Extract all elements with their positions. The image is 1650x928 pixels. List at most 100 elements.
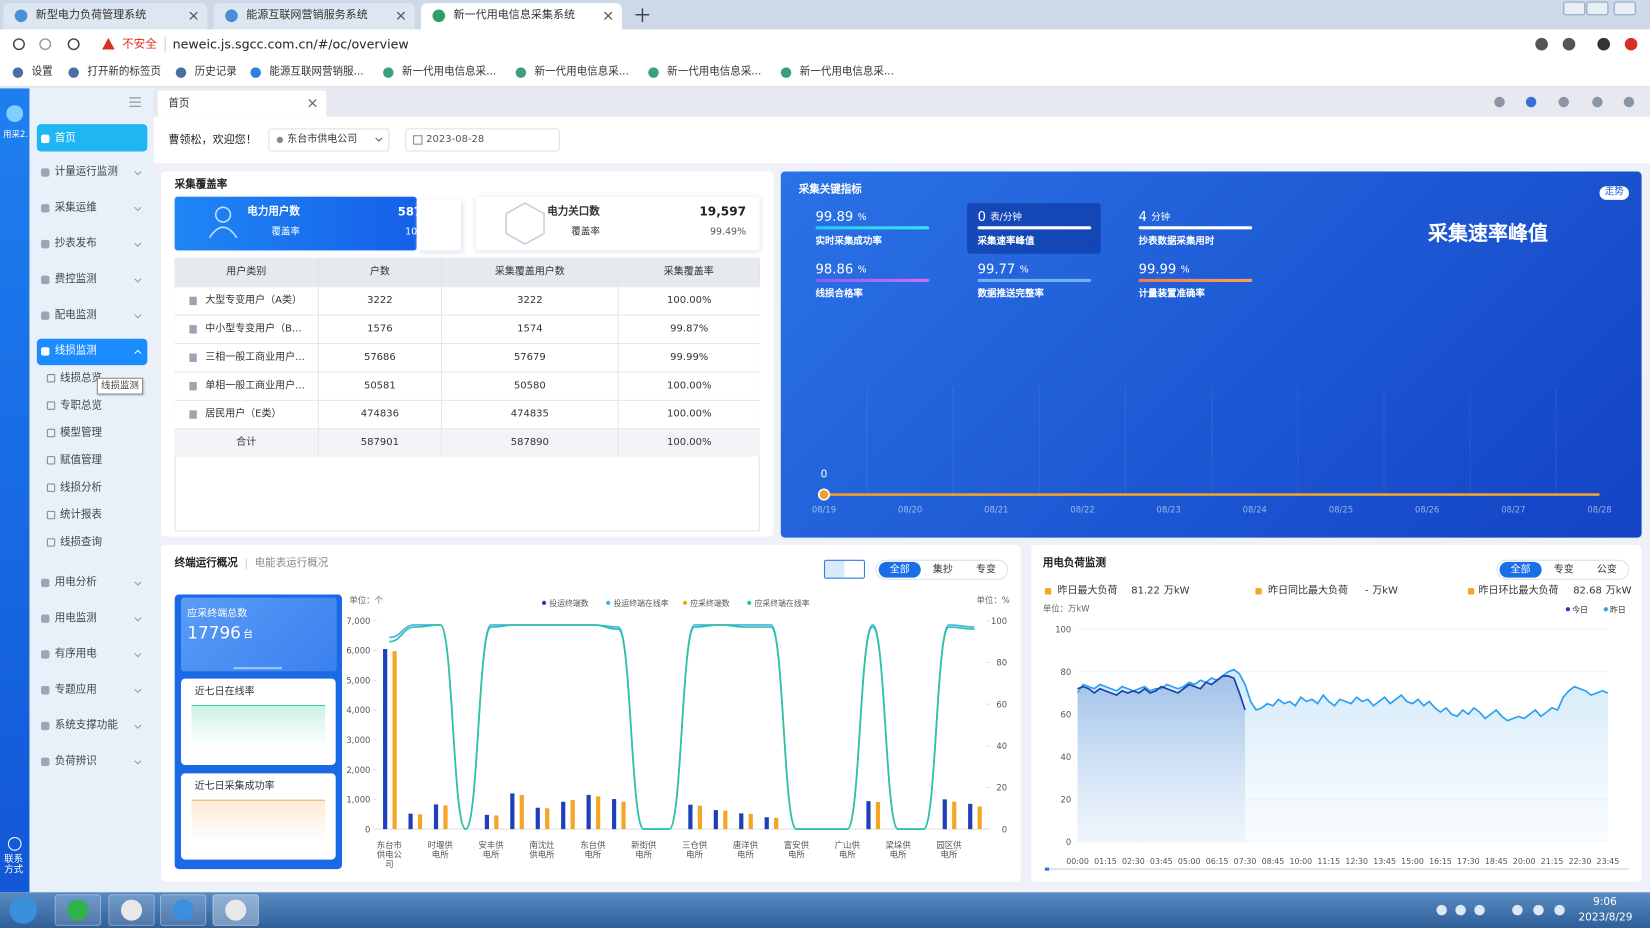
x-tick-label: 新街供电所	[629, 841, 658, 860]
submenu-item[interactable]: 统计报表	[60, 508, 102, 523]
filter-button[interactable]: 专变	[965, 562, 1007, 578]
filter-button[interactable]: 全部	[1500, 562, 1542, 578]
clock-time: 9:06	[1593, 895, 1617, 910]
table-cell: 50580	[442, 371, 619, 399]
card-value: 19,597	[699, 204, 746, 219]
filter-button[interactable]: 集抄	[922, 562, 964, 578]
card-rate: 100.00%	[405, 225, 417, 240]
card-sub: 覆盖率	[271, 225, 299, 240]
date: 2023-08-28	[426, 133, 484, 148]
stat-label: 昨日环比最大负荷	[1478, 584, 1558, 599]
table-cell: 474836	[319, 400, 442, 428]
submenu-item[interactable]: 线损总览	[60, 371, 102, 386]
bookmark[interactable]: 新一代用电信息采...	[535, 65, 629, 80]
filter-button[interactable]: 公变	[1586, 562, 1628, 578]
security-label: 不安全	[122, 37, 157, 52]
menu-item[interactable]: 计量运行监测	[55, 165, 118, 180]
bookmark[interactable]: 打开新的标签页	[87, 65, 161, 80]
taskbar-app[interactable]	[160, 894, 206, 926]
contact[interactable]: 联系方式	[4, 854, 25, 886]
table-cell: 3222	[442, 286, 619, 314]
bookmark[interactable]: 设置	[32, 65, 53, 80]
mini-card-title: 近七日在线率	[195, 685, 255, 700]
x-tick-label: 东台市供电公司	[375, 841, 404, 869]
stat-value: 82.68	[1573, 584, 1602, 599]
x-tick-label: 园区供电所	[934, 841, 963, 860]
table-cell: 3222	[319, 286, 442, 314]
table-cell: 100.00%	[619, 371, 760, 399]
card-label: 电力关口数	[547, 205, 600, 220]
org: 东台市供电公司	[287, 133, 357, 148]
trend-badge[interactable]: 走势	[1599, 186, 1628, 200]
table-cell: 100.00%	[619, 400, 760, 428]
submenu-item[interactable]: 模型管理	[60, 426, 102, 441]
tooltip: 线损监测	[97, 378, 143, 395]
taskbar-app[interactable]	[213, 894, 259, 926]
card-sub: 覆盖率	[571, 225, 599, 240]
panel-title: 采集覆盖率	[175, 178, 228, 193]
menu-item[interactable]: 有序用电	[55, 647, 97, 662]
filter-button[interactable]: 全部	[879, 562, 921, 578]
stat-unit: 万kW	[1164, 584, 1190, 599]
table-cell: 57679	[442, 343, 619, 371]
filter-button[interactable]: 专变	[1543, 562, 1585, 578]
submenu-item[interactable]: 线损查询	[60, 536, 102, 551]
view-toggle[interactable]	[824, 560, 865, 579]
bookmark[interactable]: 历史记录	[195, 65, 237, 80]
card-shadow	[417, 200, 461, 251]
greeting: 曹领松，欢迎您！	[168, 133, 256, 148]
indicator-unit: %	[1020, 263, 1029, 278]
page-tab-title: 首页	[168, 97, 189, 112]
menu-item[interactable]: 首页	[55, 132, 76, 147]
menu-item[interactable]: 用电分析	[55, 576, 97, 591]
mini-trend	[192, 705, 326, 747]
table-cell: 合计	[175, 428, 319, 456]
menu-item[interactable]: 配电监测	[55, 308, 97, 323]
taskbar-app[interactable]	[55, 894, 101, 926]
table-header-cell: 采集覆盖率	[619, 258, 760, 286]
menu-item[interactable]: 采集运维	[55, 201, 97, 216]
table-cell: 57686	[319, 343, 442, 371]
indicator-value: 99.77	[978, 262, 1016, 277]
menu-active	[37, 124, 147, 151]
menu-item[interactable]: 系统支撑功能	[55, 719, 118, 734]
indicator-label: 数据推送完整率	[978, 287, 1044, 302]
bookmark[interactable]: 能源互联网营销服...	[269, 65, 363, 80]
tab-title: 新一代用电信息采集系统	[454, 7, 576, 22]
sidebar-strip	[0, 88, 29, 892]
menu-item[interactable]: 抄表发布	[55, 237, 97, 252]
indicator-unit: 分钟	[1151, 210, 1170, 225]
bookmark[interactable]: 新一代用电信息采...	[667, 65, 761, 80]
taskbar-app[interactable]	[108, 894, 154, 926]
panel-tab[interactable]: 电能表运行概况	[255, 557, 329, 572]
summary-value: 17796	[187, 623, 241, 644]
card-rate: 99.49%	[710, 225, 746, 240]
indicator-bar	[1139, 226, 1253, 229]
table-cell: 单相一般工商业用户...	[205, 371, 319, 399]
panel-title: 用电负荷监测	[1043, 557, 1106, 572]
indicator-bar	[1139, 279, 1253, 282]
mini-trend	[192, 800, 326, 842]
bookmark[interactable]: 新一代用电信息采...	[800, 65, 894, 80]
submenu-item[interactable]: 专职总览	[60, 399, 102, 414]
menu-item[interactable]: 费控监测	[55, 273, 97, 288]
panel-tab[interactable]: 终端运行概况	[175, 557, 238, 572]
table-cell: 99.99%	[619, 343, 760, 371]
menu-item[interactable]: 用电监测	[55, 611, 97, 626]
indicator-label: 抄表数据采集用时	[1139, 235, 1215, 250]
menu-item[interactable]: 专题应用	[55, 683, 97, 698]
indicator-label: 实时采集成功率	[816, 235, 882, 250]
bookmark[interactable]: 新一代用电信息采...	[402, 65, 496, 80]
menu-item[interactable]: 线损监测	[55, 344, 97, 359]
url[interactable]: neweic.js.sgcc.com.cn/#/oc/overview	[173, 37, 409, 52]
submenu-item[interactable]: 赋值管理	[60, 453, 102, 468]
stat-value: -	[1365, 584, 1369, 599]
summary-label: 应采终端总数	[187, 607, 247, 622]
x-tick-label: 广山供电所	[833, 841, 862, 860]
menu-item[interactable]: 负荷辨识	[55, 754, 97, 769]
indicator-value: 4	[1139, 209, 1147, 224]
submenu-item[interactable]: 线损分析	[60, 481, 102, 496]
x-tick-label: 南沈灶供电所	[527, 841, 556, 860]
table-cell: 587890	[442, 428, 619, 456]
